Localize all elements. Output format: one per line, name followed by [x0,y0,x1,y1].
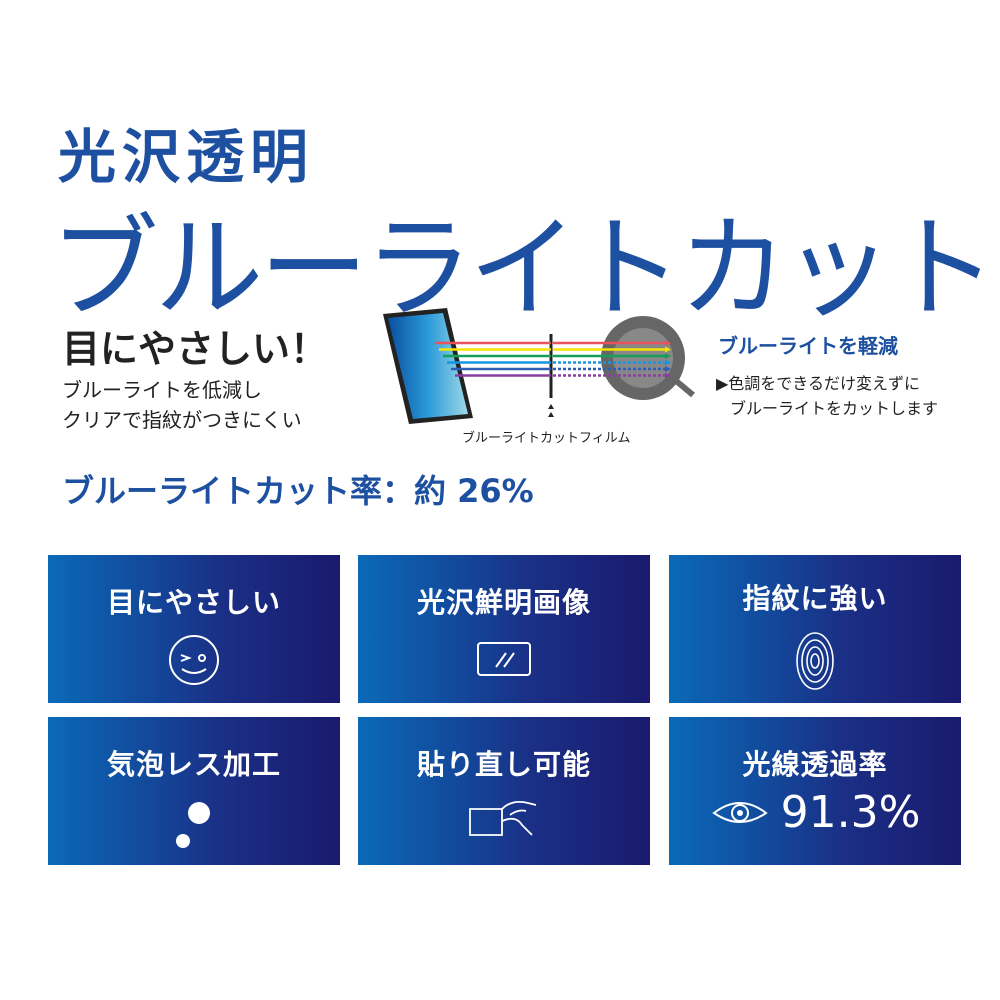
feature-label: 光沢鮮明画像 [416,586,591,619]
eye-icon [711,801,768,823]
ray-arrowhead [665,340,671,346]
feature-label: 貼り直し可能 [416,748,591,781]
feature-bubble-less: 気泡レス加工 [48,717,340,865]
bubbles-icon [176,802,210,848]
ray-arrowhead [665,353,671,359]
feature-label: 目にやさしい [106,586,281,619]
feature-label: 光線透過率 [742,748,888,781]
screen-glare-icon [477,642,531,676]
ray-arrowhead [665,359,671,366]
tablet-icon [383,308,473,424]
feature-eye-friendly: 目にやさしい [48,555,340,703]
reduce-title: ブルーライトを軽減 [718,334,898,358]
blue-light-diagram [383,308,695,424]
title-blue-light-cut: ブルーライトカット [50,204,997,334]
sub-text-2: クリアで指紋がつきにくい [62,408,302,432]
feature-label: 気泡レス加工 [106,748,281,781]
sub-text-1: ブルーライトを低減し [62,378,262,402]
ray-arrowhead [665,372,671,379]
reduce-line-1: ▶色調をできるだけ変えずに [716,374,920,393]
film-label: ブルーライトカットフィルム [462,431,631,446]
headline-eye-friendly: 目にやさしい！ [62,327,329,371]
peel-hand-icon [469,800,537,836]
ray-arrowhead [665,346,671,353]
eye-diagram-icon [601,316,695,400]
cut-rate: ブルーライトカット率：約 26% [62,472,534,510]
feature-glossy-clear: 光沢鮮明画像 [358,555,650,703]
feature-transmittance: 光線透過率 91.3% [669,717,961,865]
reduce-line-2: ブルーライトをカットします [730,399,939,418]
feature-label: 指紋に強い [742,582,888,615]
title-gloss-clear: 光沢透明 [58,123,315,191]
fingerprint-icon [796,632,834,690]
wink-face-icon [169,635,219,685]
transmittance-value: 91.3% [780,787,921,838]
ray-arrowhead [665,366,671,372]
feature-reapplicable: 貼り直し可能 [358,717,650,865]
feature-fingerprint-resistant: 指紋に強い [669,555,961,703]
